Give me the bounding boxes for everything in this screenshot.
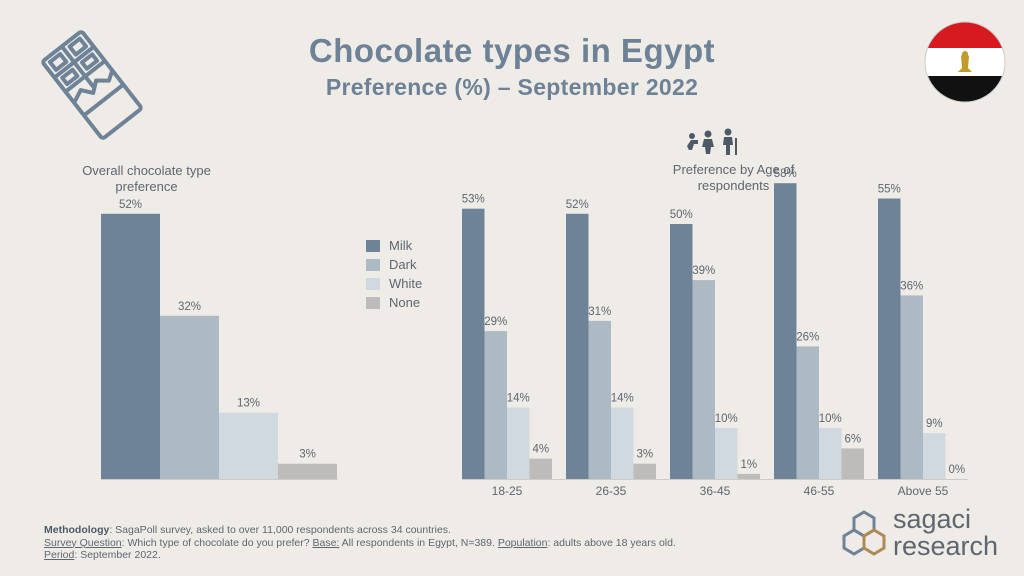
question-text: : Which type of chocolate do you prefer? xyxy=(121,536,313,549)
footer-line-methodology: Methodology: SagaPoll survey, asked to o… xyxy=(44,524,676,537)
age-bar-label-46-55-white: 10% xyxy=(819,413,842,425)
age-category-label-26-35: 26-35 xyxy=(596,484,627,498)
methodology-footer: Methodology: SagaPoll survey, asked to o… xyxy=(44,524,676,562)
legend-item-white: White xyxy=(366,274,422,293)
age-bar-36-45-none xyxy=(737,473,760,479)
age-bar-26-35-white xyxy=(611,407,634,479)
population-text: : adults above 18 years old. xyxy=(547,536,676,549)
age-bar-label-46-55-dark: 26% xyxy=(796,331,819,343)
age-bar-label-46-55-none: 6% xyxy=(844,433,861,445)
age-category-label-46-55: 46-55 xyxy=(804,484,835,498)
age-chart-title: Preference by Age of respondents xyxy=(672,162,795,193)
age-bar-label-18-25-dark: 29% xyxy=(484,316,507,328)
overall-bar-label-dark: 32% xyxy=(178,301,201,313)
overall-chart-title: Overall chocolate type preference xyxy=(82,163,211,194)
age-bar-36-45-dark xyxy=(692,280,715,479)
age-bar-label-above-55-none: 0% xyxy=(948,464,965,476)
page-subtitle: Preference (%) – September 2022 xyxy=(325,74,699,100)
age-bar-label-36-45-none: 1% xyxy=(740,459,757,471)
footer-line-question: Survey Question: Which type of chocolate… xyxy=(44,537,676,550)
brand-line2: research xyxy=(893,531,999,561)
page-title: Chocolate types in Egypt xyxy=(308,32,716,69)
age-bar-46-55-milk xyxy=(774,183,797,479)
age-bar-36-45-white xyxy=(715,428,738,479)
age-bar-label-36-45-white: 10% xyxy=(715,413,738,425)
footer-line-period: Period: September 2022. xyxy=(44,549,676,562)
hexagon-logo-icon xyxy=(842,510,886,561)
methodology-text: : SagaPoll survey, asked to over 11,000 … xyxy=(109,524,451,536)
overall-bar-milk xyxy=(101,213,160,480)
age-bar-above-55-milk xyxy=(878,198,901,479)
age-bar-18-25-dark xyxy=(484,331,507,479)
age-bar-label-18-25-white: 14% xyxy=(507,393,530,405)
overall-bar-label-white: 13% xyxy=(237,398,260,410)
age-bar-26-35-none xyxy=(633,463,656,479)
age-bar-46-55-none xyxy=(841,448,864,479)
age-bar-36-45-milk xyxy=(670,224,693,479)
legend-item-dark: Dark xyxy=(366,255,422,274)
chocolate-bar-icon xyxy=(36,26,148,149)
period-text: : September 2022. xyxy=(74,549,161,561)
base-text: All respondents in Egypt, N=389. xyxy=(339,536,498,549)
base-label: Base: xyxy=(312,536,340,549)
age-category-label-above-55: Above 55 xyxy=(898,484,949,498)
age-bar-label-above-55-dark: 36% xyxy=(900,280,923,292)
age-bar-18-25-white xyxy=(507,407,530,479)
age-groups-icon xyxy=(686,128,742,161)
legend-label-none: None xyxy=(389,295,421,310)
age-bar-label-above-55-milk: 55% xyxy=(878,184,901,196)
period-label: Period xyxy=(44,549,75,561)
brand-line1: sagaci xyxy=(893,504,972,534)
age-bar-46-55-white xyxy=(819,428,842,479)
legend-label-dark: Dark xyxy=(389,257,417,272)
age-bar-label-26-35-milk: 52% xyxy=(566,199,589,211)
age-bar-26-35-milk xyxy=(566,213,589,480)
overall-bar-dark xyxy=(160,315,219,479)
legend-label-milk: Milk xyxy=(389,238,413,253)
age-bar-18-25-milk xyxy=(462,208,485,479)
brand-logo-text: sagaci research xyxy=(893,506,998,560)
legend-swatch-white xyxy=(366,277,380,290)
methodology-label: Methodology xyxy=(44,524,110,536)
age-bar-above-55-dark xyxy=(900,295,923,479)
legend-swatch-dark xyxy=(366,258,380,271)
legend-item-none: None xyxy=(366,293,422,312)
age-bar-label-18-25-none: 4% xyxy=(532,444,549,456)
age-bar-label-46-55-milk: 58% xyxy=(774,168,797,180)
overall-bar-label-none: 3% xyxy=(299,449,316,461)
legend-swatch-none xyxy=(366,296,380,309)
legend-item-milk: Milk xyxy=(366,236,422,255)
age-bar-label-26-35-none: 3% xyxy=(636,449,653,461)
population-label: Population xyxy=(497,536,548,549)
age-category-label-18-25: 18-25 xyxy=(492,484,523,498)
overall-bar-white xyxy=(219,412,278,479)
legend-label-white: White xyxy=(389,276,423,291)
age-bar-46-55-dark xyxy=(796,346,819,479)
egypt-flag-icon xyxy=(924,20,1006,109)
age-bar-18-25-none xyxy=(529,458,552,479)
age-bar-label-18-25-milk: 53% xyxy=(462,194,485,206)
legend-swatch-milk xyxy=(366,239,380,252)
age-category-label-36-45: 36-45 xyxy=(700,484,731,498)
age-bar-label-36-45-dark: 39% xyxy=(692,265,715,277)
age-bar-label-36-45-milk: 50% xyxy=(670,209,693,221)
legend: Milk Dark White None xyxy=(366,236,422,312)
age-bar-above-55-white xyxy=(923,433,946,479)
age-bar-label-above-55-white: 9% xyxy=(926,418,943,430)
age-bar-label-26-35-dark: 31% xyxy=(588,306,611,318)
age-bar-label-26-35-white: 14% xyxy=(611,393,634,405)
question-label: Survey Question xyxy=(44,536,122,549)
age-bar-26-35-dark xyxy=(588,320,611,479)
overall-bar-none xyxy=(278,463,337,479)
overall-bar-label-milk: 52% xyxy=(119,199,142,211)
